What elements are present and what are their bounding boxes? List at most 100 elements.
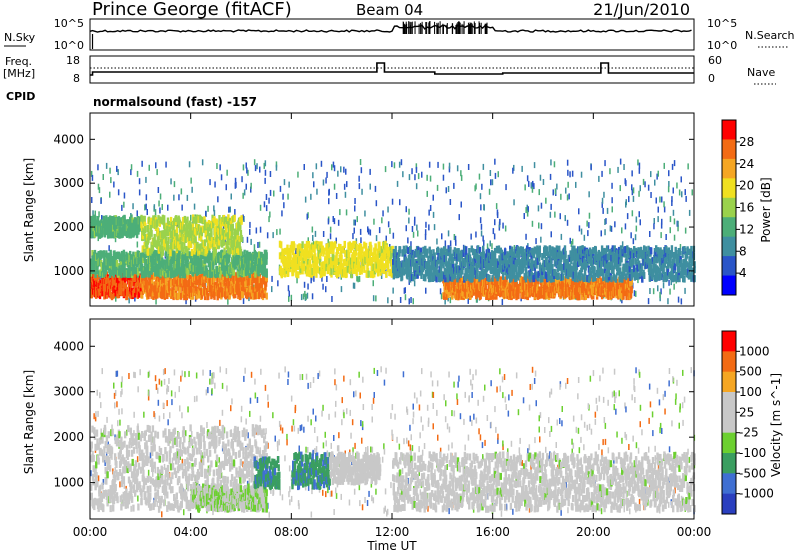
echo-cell [288,285,290,291]
echo-cell [360,237,362,243]
echo-cell [174,181,176,187]
echo-cell [579,225,581,231]
echo-cell [425,229,427,235]
echo-cell [303,294,305,300]
echo-cell [307,214,309,220]
echo-cell [277,280,279,286]
echo-cell [270,190,272,196]
echo-cell [540,237,542,243]
echo-cell [244,189,246,195]
echo-cell [404,288,406,294]
echo-cell [654,180,656,186]
echo-cell [658,171,660,177]
echo-cell [494,233,496,239]
echo-cell [581,229,583,235]
echo-cell [601,171,603,177]
echo-cell [316,163,318,169]
echo-cell [137,210,139,216]
echo-cell [310,277,312,283]
echo-cell [376,235,378,241]
echo-cell [417,231,419,237]
freq-panel-frame [90,56,694,83]
layer-cell [301,241,303,248]
echo-cell [611,197,613,203]
echo-cell [448,186,450,192]
echo-cell [535,238,537,244]
echo-cell [521,166,523,172]
echo-cell [661,197,663,203]
layer-cell [340,255,342,262]
echo-cell [550,212,552,218]
echo-cell [354,206,356,212]
echo-cell [325,178,327,184]
echo-cell [408,218,410,224]
echo-cell [425,288,427,294]
echo-cell [385,166,387,172]
layer-cell [166,292,168,299]
echo-cell [416,167,418,173]
freq-right-tick-top: 60 [708,54,722,67]
echo-cell [221,174,223,180]
echo-cell [353,220,355,226]
echo-cell [270,171,272,177]
echo-cell [433,195,435,201]
echo-cell [345,169,347,175]
noise-left-tick-bottom: 10^0 [54,39,84,52]
echo-cell [437,162,439,168]
echo-cell [373,280,375,286]
echo-cell [323,180,325,186]
echo-cell [653,288,655,294]
echo-cell [259,242,261,248]
beam-label: Beam 04 [356,1,423,19]
echo-cell [358,176,360,182]
noise-right-tick-bottom: 10^0 [707,39,737,52]
echo-cell [256,163,258,169]
echo-cell [243,298,245,304]
echo-cell [468,164,470,170]
echo-cell [631,170,633,176]
layer-cell [240,249,242,256]
echo-cell [670,227,672,233]
echo-cell [331,296,333,302]
echo-cell [313,276,315,282]
echo-cell [610,225,612,231]
echo-cell [637,159,639,165]
echo-cell [178,194,180,200]
echo-cell [408,209,410,215]
echo-cell [338,220,340,226]
echo-cell [382,210,384,216]
echo-cell [373,295,375,301]
echo-cell [481,184,483,190]
layer-cell [578,293,580,300]
echo-cell [304,164,306,170]
echo-cell [497,210,499,216]
echo-cell [635,234,637,240]
echo-cell [364,211,366,217]
layer-cell [356,244,358,251]
station-title: Prince George (fitACF) [92,0,292,20]
echo-cell [607,208,609,214]
echo-cell [648,185,650,191]
echo-cell [492,179,494,185]
echo-cell [242,193,244,199]
echo-cell [659,197,661,203]
echo-cell [427,191,429,197]
echo-cell [685,228,687,234]
echo-cell [481,224,483,230]
echo-cell [124,193,126,199]
echo-cell [657,216,659,222]
echo-cell [361,167,363,173]
echo-cell [627,213,629,219]
echo-cell [191,187,193,193]
echo-cell [162,204,164,210]
echo-cell [304,291,306,297]
echo-cell [312,235,314,241]
echo-cell [243,164,245,170]
freq-right-label: Nave [747,66,775,79]
echo-cell [625,180,627,186]
echo-cell [494,219,496,225]
echo-cell [609,168,611,174]
echo-cell [639,163,641,169]
layer-cell [266,252,268,259]
echo-cell [370,230,372,236]
